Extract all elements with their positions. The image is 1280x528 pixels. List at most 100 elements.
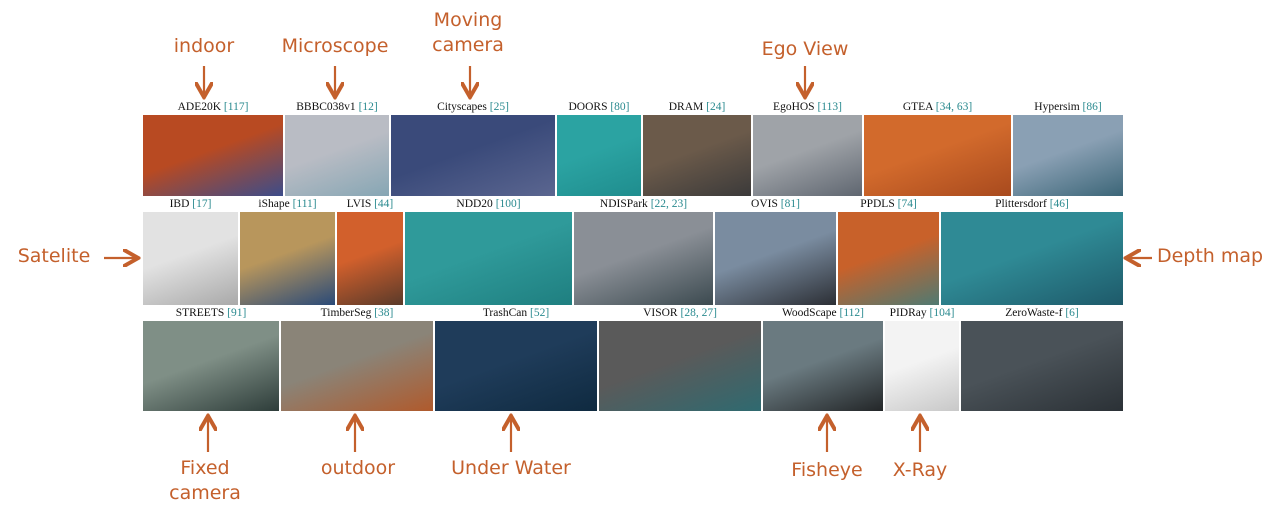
dataset-sample-image — [391, 115, 555, 196]
dataset-caption: TrashCan [52] — [435, 306, 597, 321]
dataset-name: ADE20K — [177, 101, 222, 113]
dataset-citation: [113] — [817, 101, 842, 113]
annotation-x-ray: X-Ray — [840, 458, 1000, 483]
dataset-name: TimberSeg — [320, 307, 372, 319]
dataset-citation: [104] — [929, 307, 955, 319]
dataset-tile-pidray: PIDRay [104] — [885, 306, 959, 411]
dataset-tile-cityscapes: Cityscapes [25] — [391, 100, 555, 196]
dataset-sample-image — [885, 321, 959, 411]
dataset-citation: [117] — [223, 101, 249, 113]
dataset-name: NDD20 — [456, 198, 493, 210]
dataset-sample-image — [337, 212, 403, 305]
annotation-moving-camera: Moving camera — [388, 8, 548, 58]
dataset-tile-woodscape: WoodScape [112] — [763, 306, 883, 411]
dataset-tile-gtea: GTEA [34, 63] — [864, 100, 1011, 196]
annotation-indoor: indoor — [124, 34, 284, 59]
dataset-citation: [80] — [610, 101, 630, 113]
dataset-caption: NDISPark [22, 23] — [574, 197, 713, 212]
dataset-caption: OVIS [81] — [715, 197, 836, 212]
annotation-line: X-Ray — [892, 459, 948, 481]
dataset-name: BBBC038v1 — [296, 101, 356, 113]
dataset-sample-image — [864, 115, 1011, 196]
annotation-line: indoor — [173, 35, 235, 57]
dataset-name: EgoHOS — [773, 101, 815, 113]
dataset-tile-egohos: EgoHOS [113] — [753, 100, 862, 196]
dataset-tile-plittersdorf: Plittersdorf [46] — [941, 197, 1123, 305]
dataset-sample-image — [838, 212, 939, 305]
dataset-tile-ovis: OVIS [81] — [715, 197, 836, 305]
dataset-name: WoodScape — [781, 307, 837, 319]
dataset-sample-image — [143, 115, 283, 196]
dataset-name: PPDLS — [860, 198, 895, 210]
dataset-citation: [86] — [1082, 101, 1102, 113]
dataset-sample-image — [643, 115, 751, 196]
dataset-name: LVIS — [346, 198, 372, 210]
dataset-sample-image — [599, 321, 761, 411]
dataset-sample-image — [405, 212, 572, 305]
annotation-line: outdoor — [320, 457, 396, 479]
dataset-caption: BBBC038v1 [12] — [285, 100, 389, 115]
dataset-citation: [74] — [897, 198, 917, 210]
dataset-citation: [6] — [1065, 307, 1079, 319]
annotation-fixed-camera: Fixed camera — [125, 456, 285, 506]
dataset-caption: Plittersdorf [46] — [941, 197, 1123, 212]
dataset-name: iShape — [258, 198, 290, 210]
dataset-sample-image — [240, 212, 335, 305]
annotation-line: Ego View — [761, 38, 849, 60]
dataset-sample-image — [281, 321, 433, 411]
annotation-line: Moving — [433, 9, 503, 31]
dataset-tile-dram: DRAM [24] — [643, 100, 751, 196]
dataset-citation: [22, 23] — [650, 198, 688, 210]
annotation-line: Microscope — [281, 35, 389, 57]
dataset-tile-bbbc038v1: BBBC038v1 [12] — [285, 100, 389, 196]
dataset-citation: [52] — [530, 307, 550, 319]
annotation-ego-view: Ego View — [725, 37, 885, 62]
dataset-caption: NDD20 [100] — [405, 197, 572, 212]
dataset-caption: GTEA [34, 63] — [864, 100, 1011, 115]
annotation-under-water: Under Water — [431, 456, 591, 481]
dataset-name: STREETS — [175, 307, 225, 319]
dataset-tile-ade20k: ADE20K [117] — [143, 100, 283, 196]
dataset-tile-trashcan: TrashCan [52] — [435, 306, 597, 411]
dataset-caption: ADE20K [117] — [143, 100, 283, 115]
dataset-tile-streets: STREETS [91] — [143, 306, 279, 411]
dataset-caption: EgoHOS [113] — [753, 100, 862, 115]
dataset-sample-image — [1013, 115, 1123, 196]
dataset-tile-doors: DOORS [80] — [557, 100, 641, 196]
dataset-sample-image — [435, 321, 597, 411]
annotation-outdoor: outdoor — [278, 456, 438, 481]
dataset-citation: [12] — [358, 101, 378, 113]
dataset-citation: [100] — [495, 198, 521, 210]
annotation-line: Under Water — [451, 457, 571, 479]
dataset-name: OVIS — [751, 198, 778, 210]
annotation-line: camera — [432, 34, 504, 56]
dataset-caption: STREETS [91] — [143, 306, 279, 321]
dataset-caption: LVIS [44] — [337, 197, 403, 212]
dataset-name: DRAM — [668, 101, 704, 113]
dataset-caption: PIDRay [104] — [885, 306, 959, 321]
dataset-caption: IBD [17] — [143, 197, 238, 212]
dataset-sample-image — [143, 321, 279, 411]
dataset-name: PIDRay — [889, 307, 927, 319]
dataset-sample-image — [557, 115, 641, 196]
annotation-line: Fisheye — [791, 459, 863, 481]
dataset-sample-image — [574, 212, 713, 305]
dataset-name: Cityscapes — [437, 101, 487, 113]
dataset-tile-ibd: IBD [17] — [143, 197, 238, 305]
dataset-tile-ndd20: NDD20 [100] — [405, 197, 572, 305]
dataset-citation: [81] — [780, 198, 800, 210]
annotation-microscope: Microscope — [255, 34, 415, 59]
dataset-tile-ndispark: NDISPark [22, 23] — [574, 197, 713, 305]
dataset-caption: DRAM [24] — [643, 100, 751, 115]
dataset-citation: [111] — [292, 198, 317, 210]
dataset-tile-zerowaste-f: ZeroWaste-f [6] — [961, 306, 1123, 411]
dataset-citation: [91] — [227, 307, 247, 319]
dataset-sample-image — [763, 321, 883, 411]
dataset-citation: [28, 27] — [680, 307, 717, 319]
dataset-caption: iShape [111] — [240, 197, 335, 212]
dataset-sample-image — [715, 212, 836, 305]
dataset-name: Hypersim — [1034, 101, 1080, 113]
dataset-sample-image — [285, 115, 389, 196]
